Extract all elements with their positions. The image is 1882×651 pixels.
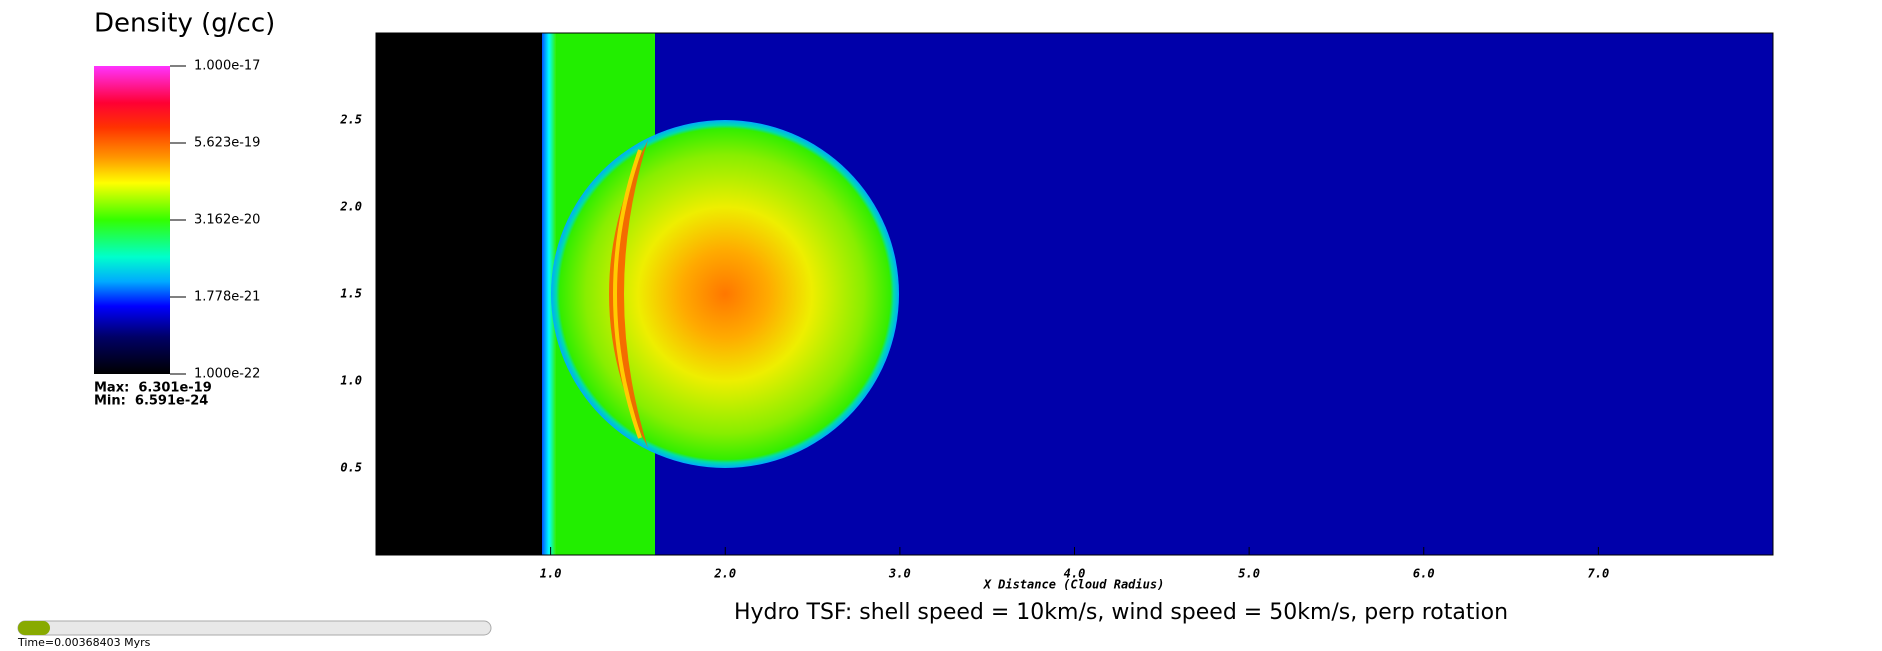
x-tick-label: 4.0	[1064, 567, 1086, 581]
colorbar	[94, 66, 170, 374]
time-slider	[17, 620, 492, 636]
x-tick-label: 3.0	[888, 567, 911, 581]
y-tick-label: 0.5	[340, 461, 362, 475]
x-tick-label: 7.0	[1588, 567, 1610, 581]
colorbar-tick-label: 3.162e-20	[194, 213, 260, 228]
colorbar-title: Density (g/cc)	[94, 9, 275, 39]
x-tick-label: 5.0	[1238, 567, 1260, 581]
y-tick-label: 1.0	[340, 374, 362, 388]
y-tick-label: 2.0	[339, 200, 362, 214]
plot-title: Hydro TSF: shell speed = 10km/s, wind sp…	[734, 600, 1508, 625]
colorbar-tick-label: 1.778e-21	[194, 290, 260, 305]
y-tick-label: 1.5	[340, 287, 362, 301]
colorbar-tick-label: 1.000e-22	[194, 367, 260, 382]
colorbar-tick-label: 1.000e-17	[194, 59, 260, 74]
colorbar-tick-label: 5.623e-19	[194, 136, 260, 151]
x-tick-label: 1.0	[540, 567, 562, 581]
time-label: Time=0.00368403 Myrs	[17, 636, 151, 649]
min-label: Min: 6.591e-24	[94, 394, 208, 409]
density-field	[376, 33, 1773, 555]
x-axis-label: X Distance (Cloud Radius)	[983, 578, 1165, 592]
x-tick-label: 2.0	[713, 567, 736, 581]
max-label: Max: 6.301e-19	[94, 381, 212, 396]
x-tick-label: 6.0	[1413, 567, 1435, 581]
y-tick-label: 2.5	[339, 113, 362, 127]
